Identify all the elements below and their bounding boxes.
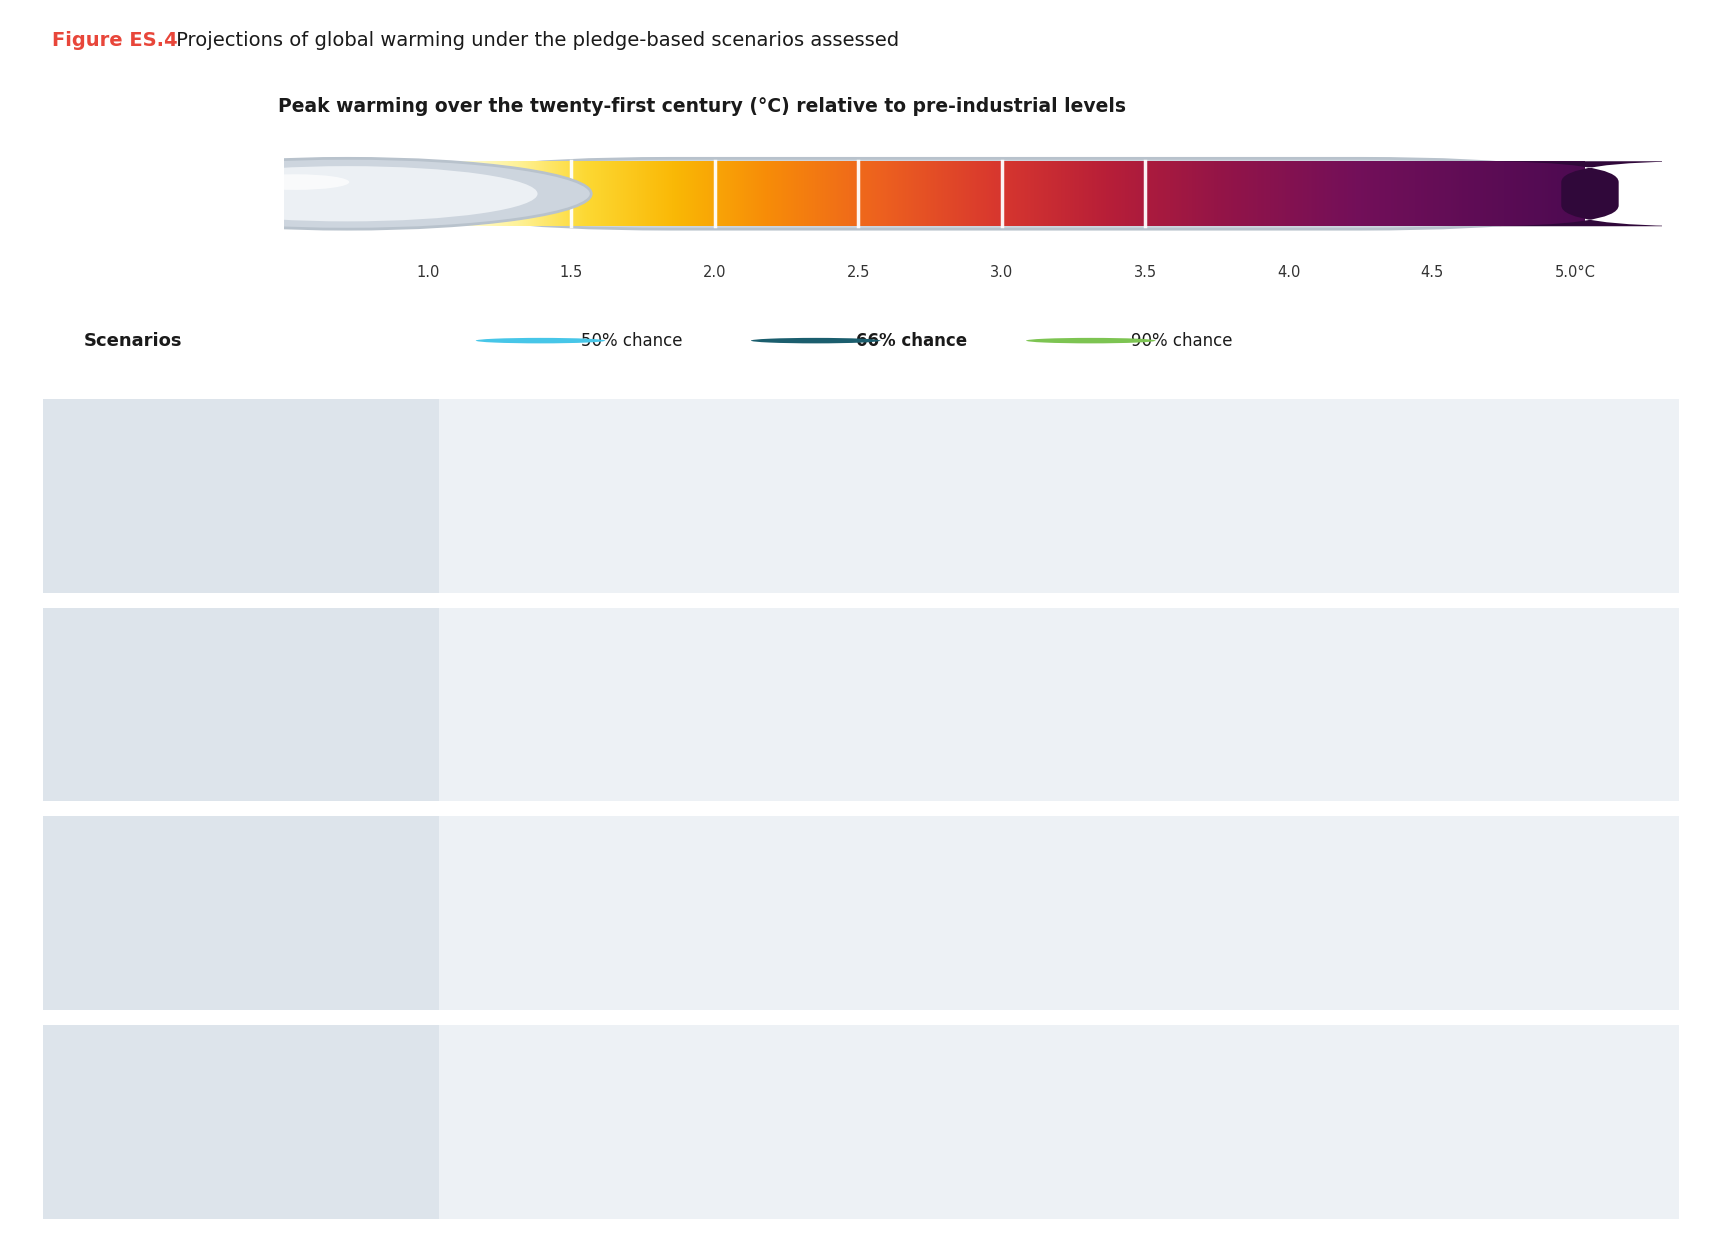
Circle shape (475, 338, 604, 344)
Text: 1.7: 1.7 (525, 1066, 551, 1081)
Ellipse shape (1161, 520, 1209, 568)
Ellipse shape (567, 1081, 646, 1162)
Text: 1.9: 1.9 (573, 880, 592, 892)
FancyBboxPatch shape (1476, 161, 1705, 226)
Ellipse shape (975, 455, 1056, 535)
Text: 2.3: 2.3 (756, 1089, 775, 1101)
Text: 3.0: 3.0 (968, 954, 994, 969)
Text: 1.0: 1.0 (417, 265, 439, 280)
Text: Projections of global warming under the pledge-based scenarios assessed: Projections of global warming under the … (170, 31, 899, 50)
Ellipse shape (718, 1146, 766, 1194)
Ellipse shape (873, 665, 952, 744)
Text: Figure ES.4: Figure ES.4 (52, 31, 177, 50)
Circle shape (103, 159, 591, 229)
Text: 2.6: 2.6 (823, 901, 866, 925)
Text: 1.5: 1.5 (560, 265, 582, 280)
Ellipse shape (515, 1050, 561, 1098)
Text: Scenarios: Scenarios (84, 331, 183, 350)
Circle shape (241, 174, 350, 190)
Ellipse shape (1093, 729, 1142, 776)
Text: 2.6: 2.6 (832, 649, 858, 664)
Text: 1.8: 1.8 (539, 414, 558, 426)
Text: 3.4: 3.4 (1104, 745, 1130, 760)
Circle shape (751, 338, 880, 344)
Text: 3.4: 3.4 (1131, 622, 1150, 635)
Text: 2.4: 2.4 (763, 858, 790, 872)
Text: Current policies
continuing: Current policies continuing (167, 474, 315, 518)
Ellipse shape (957, 938, 1004, 985)
Text: 1.6: 1.6 (470, 1040, 491, 1052)
Text: 3.7: 3.7 (1233, 671, 1252, 684)
Text: 3.5: 3.5 (1164, 414, 1185, 426)
Text: 3.6: 3.6 (1199, 880, 1219, 892)
Text: Conditional NDCs
+ all net-zero pledges: Conditional NDCs + all net-zero pledges (138, 1100, 344, 1144)
Text: 2.8: 2.8 (926, 1191, 945, 1204)
Text: 4.0: 4.0 (1278, 265, 1300, 280)
Text: 2.2: 2.2 (675, 982, 694, 995)
Text: 50% chance: 50% chance (580, 331, 682, 350)
Text: 3.0: 3.0 (990, 265, 1013, 280)
Text: 1.8: 1.8 (539, 1089, 558, 1101)
Text: 2.3: 2.3 (728, 1162, 756, 1177)
Text: 3.1: 3.1 (992, 484, 1037, 508)
Circle shape (157, 166, 537, 221)
Text: Peak warming over the twenty-first century (°C) relative to pre-industrial level: Peak warming over the twenty-first centu… (279, 96, 1126, 116)
Ellipse shape (923, 424, 971, 471)
Circle shape (1026, 338, 1155, 344)
Text: 1.9: 1.9 (573, 462, 592, 475)
Text: 4.2: 4.2 (1403, 982, 1422, 995)
Text: 66% chance: 66% chance (856, 331, 968, 350)
Text: 3.5: 3.5 (1133, 265, 1157, 280)
Text: 1.8: 1.8 (539, 831, 558, 844)
Text: 1.9: 1.9 (573, 671, 592, 684)
Text: Conditional NDCs
continuing: Conditional NDCs continuing (160, 891, 322, 935)
Text: 2.9: 2.9 (933, 440, 961, 455)
Text: Unconditional
NDCs continuing: Unconditional NDCs continuing (164, 682, 319, 726)
Text: 4.5: 4.5 (1505, 565, 1526, 578)
Ellipse shape (753, 841, 801, 889)
Text: 2.0: 2.0 (606, 1191, 627, 1204)
Text: 2.3: 2.3 (709, 774, 728, 786)
Text: 3.3: 3.3 (1097, 831, 1116, 844)
Text: 2.3: 2.3 (709, 565, 728, 578)
Text: 2.8: 2.8 (890, 693, 935, 716)
Text: 5.0°C: 5.0°C (1555, 265, 1596, 280)
Text: 1.8: 1.8 (539, 622, 558, 635)
Text: 2.5: 2.5 (847, 265, 870, 280)
Text: 3.6: 3.6 (1171, 536, 1199, 551)
Text: 4.5: 4.5 (1421, 265, 1443, 280)
Text: 4.4: 4.4 (1471, 774, 1491, 786)
Ellipse shape (804, 872, 885, 952)
Text: 3.8: 3.8 (1267, 462, 1286, 475)
Text: 2.0: 2.0 (703, 265, 727, 280)
Text: 1.9: 1.9 (584, 1110, 629, 1134)
FancyBboxPatch shape (427, 159, 1605, 229)
Text: 90% chance: 90% chance (1131, 331, 1233, 350)
Ellipse shape (821, 632, 868, 680)
Text: 2.2: 2.2 (722, 1040, 742, 1052)
